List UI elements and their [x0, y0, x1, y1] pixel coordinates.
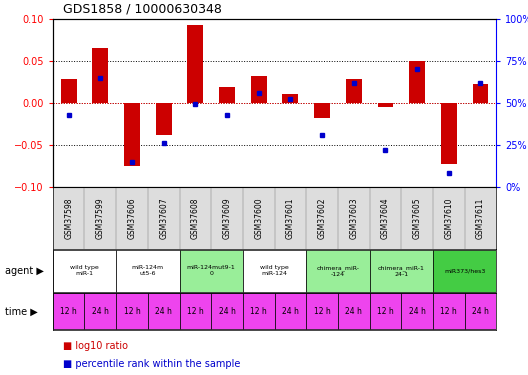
Text: GSM37600: GSM37600: [254, 197, 263, 239]
Text: GDS1858 / 10000630348: GDS1858 / 10000630348: [63, 2, 222, 15]
Text: GSM37606: GSM37606: [127, 197, 137, 239]
Bar: [473, 84, 488, 103]
Text: wild type
miR-1: wild type miR-1: [70, 266, 99, 276]
Text: 24 h: 24 h: [282, 307, 299, 316]
Text: GSM37604: GSM37604: [381, 197, 390, 239]
Bar: [180, 293, 211, 329]
Bar: [306, 293, 338, 329]
Bar: [346, 79, 362, 103]
Text: wild type
miR-124: wild type miR-124: [260, 266, 289, 276]
Bar: [433, 250, 496, 292]
Bar: [219, 87, 235, 103]
Bar: [338, 293, 370, 329]
Text: GSM37611: GSM37611: [476, 197, 485, 238]
Text: miR-124m
ut5-6: miR-124m ut5-6: [132, 266, 164, 276]
Bar: [314, 103, 330, 118]
Text: 12 h: 12 h: [60, 307, 77, 316]
Text: ■ percentile rank within the sample: ■ percentile rank within the sample: [63, 359, 241, 369]
Text: 24 h: 24 h: [219, 307, 235, 316]
Bar: [61, 79, 77, 103]
Bar: [401, 293, 433, 329]
Text: ■ log10 ratio: ■ log10 ratio: [63, 341, 128, 351]
Bar: [370, 293, 401, 329]
Text: GSM37609: GSM37609: [222, 197, 232, 239]
Bar: [116, 293, 148, 329]
Bar: [156, 103, 172, 135]
Text: GSM37598: GSM37598: [64, 197, 73, 239]
Bar: [148, 293, 180, 329]
Text: 24 h: 24 h: [472, 307, 489, 316]
Bar: [282, 94, 298, 103]
Bar: [378, 103, 393, 107]
Text: GSM37603: GSM37603: [349, 197, 359, 239]
Bar: [53, 250, 116, 292]
Text: GSM37608: GSM37608: [191, 197, 200, 239]
Text: 12 h: 12 h: [124, 307, 140, 316]
Bar: [441, 103, 457, 164]
Text: 12 h: 12 h: [187, 307, 204, 316]
Text: GSM37599: GSM37599: [96, 197, 105, 239]
Text: 24 h: 24 h: [155, 307, 172, 316]
Text: 24 h: 24 h: [345, 307, 362, 316]
Text: 12 h: 12 h: [377, 307, 394, 316]
Text: time ▶: time ▶: [5, 306, 38, 316]
Bar: [180, 250, 243, 292]
Text: miR373/hes3: miR373/hes3: [444, 268, 485, 273]
Bar: [306, 250, 370, 292]
Text: miR-124mut9-1
0: miR-124mut9-1 0: [187, 266, 235, 276]
Text: 24 h: 24 h: [92, 307, 109, 316]
Bar: [433, 293, 465, 329]
Text: 12 h: 12 h: [250, 307, 267, 316]
Bar: [124, 103, 140, 166]
Text: 12 h: 12 h: [440, 307, 457, 316]
Text: GSM37601: GSM37601: [286, 197, 295, 239]
Bar: [116, 250, 180, 292]
Text: agent ▶: agent ▶: [5, 266, 44, 276]
Text: 12 h: 12 h: [314, 307, 331, 316]
Text: chimera_miR-
-124: chimera_miR- -124: [316, 265, 360, 277]
Text: GSM37602: GSM37602: [317, 197, 327, 239]
Text: GSM37610: GSM37610: [444, 197, 454, 239]
Bar: [92, 48, 108, 103]
Bar: [370, 250, 433, 292]
Text: GSM37605: GSM37605: [412, 197, 422, 239]
Bar: [211, 293, 243, 329]
Bar: [53, 293, 84, 329]
Bar: [465, 293, 496, 329]
Bar: [243, 293, 275, 329]
Bar: [243, 250, 306, 292]
Text: GSM37607: GSM37607: [159, 197, 168, 239]
Bar: [275, 293, 306, 329]
Bar: [409, 61, 425, 103]
Text: chimera_miR-1
24-1: chimera_miR-1 24-1: [378, 265, 425, 277]
Bar: [187, 25, 203, 103]
Text: 24 h: 24 h: [409, 307, 426, 316]
Bar: [84, 293, 116, 329]
Bar: [251, 76, 267, 103]
